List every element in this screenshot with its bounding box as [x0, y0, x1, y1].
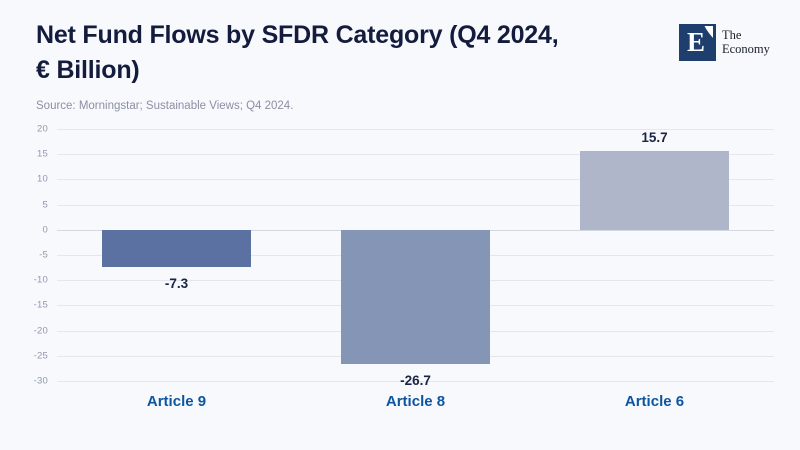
bar-article-8 [341, 229, 490, 365]
chart-title: Net Fund Flows by SFDR Category (Q4 2024… [36, 18, 676, 87]
value-label: -26.7 [400, 373, 431, 389]
category-label: Article 6 [624, 393, 685, 410]
logo-wordmark-line2: Economy [722, 42, 770, 56]
value-label: -7.3 [164, 275, 189, 291]
y-tick-label: 5 [42, 199, 48, 211]
gridline [57, 204, 774, 206]
y-tick-label: -20 [33, 325, 48, 337]
source-note: Source: Morningstar; Sustainable Views; … [36, 100, 294, 112]
y-tick-label: -5 [39, 249, 48, 261]
gridline [57, 129, 774, 130]
y-tick-label: -10 [33, 274, 48, 286]
y-tick-label: -15 [33, 299, 48, 311]
logo-wordmark: The Economy [722, 24, 770, 56]
chart-title-line2: € Billion) [36, 55, 140, 84]
plot-area: -7.3 -26.7 15.7 [57, 129, 774, 388]
y-tick-label: 0 [42, 224, 48, 236]
category-label: Article 8 [385, 393, 446, 410]
bar-article-6 [580, 150, 729, 230]
logo-mark-box: E [679, 24, 716, 61]
y-tick-label: 10 [37, 173, 48, 185]
gridline [57, 179, 774, 181]
bar-article-9 [102, 229, 251, 267]
category-labels: Article 9 Article 8 Article 6 [57, 393, 774, 415]
category-label: Article 9 [146, 393, 207, 410]
value-label: 15.7 [641, 129, 668, 145]
y-tick-label: 20 [37, 123, 48, 135]
gridline [57, 154, 774, 156]
y-tick-label: 15 [37, 148, 48, 160]
gridline [57, 381, 774, 382]
logo-wordmark-line1: The [722, 28, 742, 42]
the-economy-logo: E The Economy [679, 24, 770, 61]
y-tick-label: -30 [33, 375, 48, 387]
logo-e-letter: E [686, 27, 705, 57]
y-axis-labels: 20 15 10 5 0 -5 -10 -15 -20 -25 -30 [0, 124, 48, 387]
logo-quote-icon [704, 26, 713, 38]
y-tick-label: -25 [33, 350, 48, 362]
chart-title-line1: Net Fund Flows by SFDR Category (Q4 2024… [36, 21, 559, 49]
